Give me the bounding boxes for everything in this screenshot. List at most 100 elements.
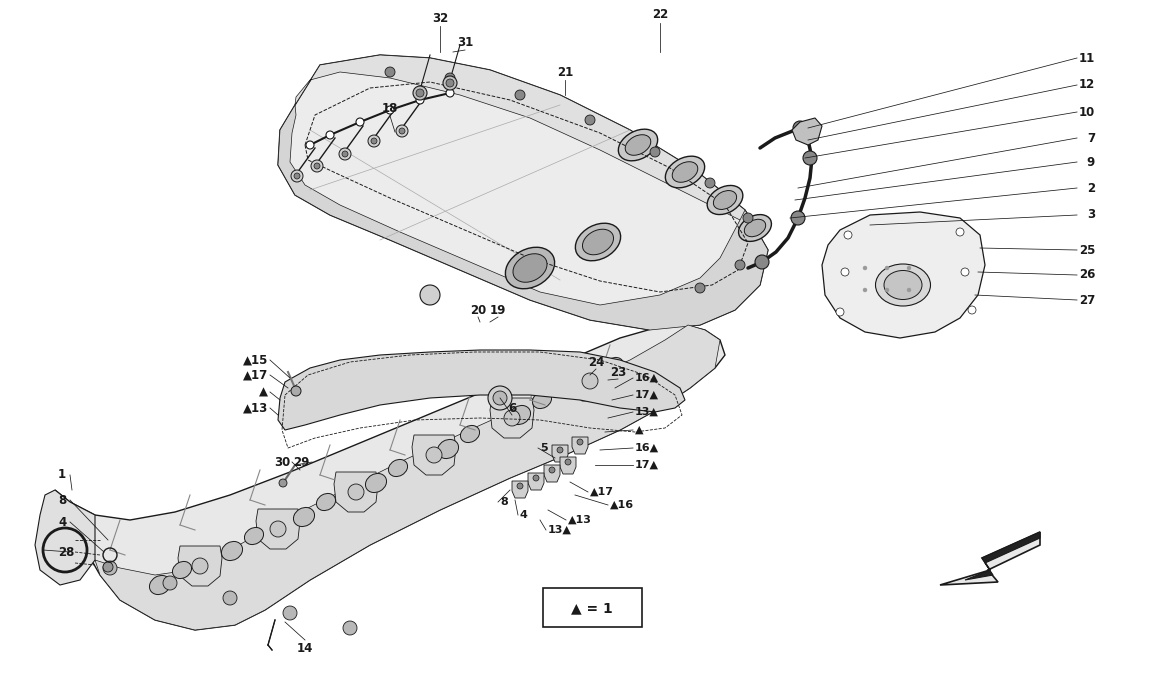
Text: ▲15: ▲15 [243,354,268,367]
Polygon shape [95,325,720,630]
Polygon shape [55,325,724,630]
Circle shape [343,621,356,635]
Circle shape [399,128,405,134]
Circle shape [279,479,288,487]
Circle shape [705,178,715,188]
Polygon shape [965,532,1040,580]
Polygon shape [278,350,685,430]
Text: 29: 29 [293,456,310,469]
Ellipse shape [582,372,603,391]
Text: 14: 14 [297,641,313,654]
Circle shape [270,521,286,537]
Polygon shape [278,55,768,330]
Ellipse shape [605,357,623,374]
Text: 18: 18 [382,102,398,115]
Ellipse shape [509,406,530,425]
Polygon shape [178,546,222,586]
Circle shape [504,410,520,426]
Ellipse shape [738,214,772,241]
Text: 30: 30 [274,456,290,469]
Circle shape [368,135,380,147]
Circle shape [416,89,424,97]
Ellipse shape [505,247,554,289]
Text: 3: 3 [1087,208,1095,221]
Circle shape [426,447,442,463]
Ellipse shape [619,129,658,161]
Text: ▲16: ▲16 [610,500,634,510]
Circle shape [585,115,595,125]
Text: 10: 10 [1079,105,1095,118]
Ellipse shape [460,426,480,443]
Polygon shape [544,465,560,482]
Circle shape [549,467,555,473]
Text: 16▲: 16▲ [635,373,659,383]
Ellipse shape [437,439,459,458]
Text: 5: 5 [540,443,547,453]
Polygon shape [34,490,95,585]
Text: ▲: ▲ [635,425,644,435]
Circle shape [841,268,849,276]
Ellipse shape [222,542,243,561]
Polygon shape [490,398,534,438]
Text: 2: 2 [1087,182,1095,195]
Text: ▲ = 1: ▲ = 1 [572,601,613,615]
Circle shape [223,591,237,605]
Circle shape [163,576,177,590]
Circle shape [743,213,753,223]
Circle shape [446,79,454,87]
Circle shape [844,231,852,239]
Circle shape [291,386,301,396]
Circle shape [557,447,564,453]
Text: ▲17: ▲17 [243,369,268,382]
Text: 13▲: 13▲ [635,407,659,417]
Polygon shape [278,105,768,330]
Circle shape [886,266,889,270]
Text: ▲13: ▲13 [568,515,592,525]
Ellipse shape [389,460,407,477]
Ellipse shape [582,229,614,255]
Circle shape [443,76,457,90]
Text: 32: 32 [432,12,448,25]
Text: 12: 12 [1079,79,1095,92]
Polygon shape [568,361,612,401]
Text: 24: 24 [588,355,604,369]
Ellipse shape [513,254,547,282]
Polygon shape [822,212,986,338]
Circle shape [385,67,394,77]
Ellipse shape [673,162,698,182]
Circle shape [650,147,660,157]
Circle shape [446,89,454,97]
Ellipse shape [532,391,552,408]
Circle shape [348,484,365,500]
Text: ▲: ▲ [259,385,268,398]
Circle shape [488,386,512,410]
Circle shape [791,211,805,225]
Ellipse shape [293,507,315,527]
Text: 31: 31 [457,36,473,48]
Circle shape [396,125,408,137]
FancyBboxPatch shape [543,588,642,627]
Circle shape [756,255,769,269]
Circle shape [968,306,976,314]
Text: 4: 4 [58,516,67,529]
Ellipse shape [316,493,336,511]
Circle shape [386,106,394,114]
Polygon shape [792,118,822,145]
Text: 22: 22 [652,8,668,21]
Circle shape [342,151,348,157]
Circle shape [862,288,867,292]
Circle shape [836,308,844,316]
Circle shape [515,90,526,100]
Circle shape [956,228,964,236]
Text: 11: 11 [1079,51,1095,64]
Polygon shape [940,532,1040,585]
Circle shape [310,160,323,172]
Circle shape [294,173,300,179]
Circle shape [803,151,816,165]
Circle shape [532,475,539,481]
Circle shape [314,163,320,169]
Text: 27: 27 [1079,294,1095,307]
Text: 7: 7 [1087,132,1095,145]
Text: 25: 25 [1079,244,1095,257]
Ellipse shape [626,135,651,155]
